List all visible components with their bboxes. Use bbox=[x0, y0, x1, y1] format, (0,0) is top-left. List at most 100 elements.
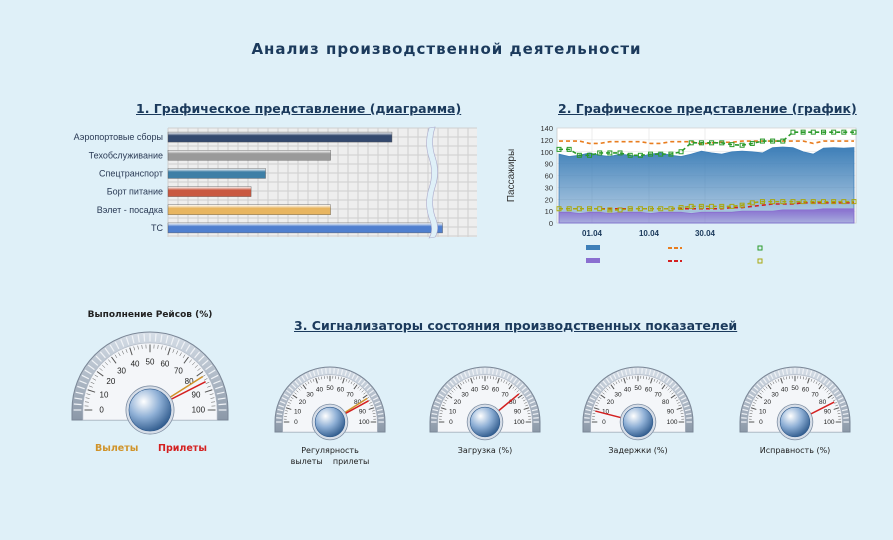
data-point bbox=[851, 199, 857, 205]
data-point bbox=[790, 199, 796, 205]
gauge-title: Регулярность bbox=[301, 446, 359, 455]
line-series bbox=[559, 140, 854, 145]
y-tick-label: 60 bbox=[545, 172, 553, 181]
data-point bbox=[820, 199, 826, 205]
gauge-tick-label: 90 bbox=[192, 391, 201, 400]
gauge-face bbox=[82, 342, 218, 421]
data-point bbox=[617, 150, 623, 156]
data-point bbox=[607, 207, 613, 213]
y-tick-label: 20 bbox=[545, 195, 553, 204]
gauge-tick-label: 60 bbox=[160, 360, 169, 369]
gauge-hub bbox=[128, 388, 172, 432]
data-point bbox=[627, 152, 633, 158]
y-tick-label: 0 bbox=[549, 219, 553, 228]
bar-category-label: Спецтранспорт bbox=[99, 168, 163, 178]
gauge-tick-label: 60 bbox=[337, 387, 345, 394]
gauge-tick-label: 20 bbox=[607, 399, 615, 406]
gauge-tick-label: 50 bbox=[791, 385, 799, 392]
data-point bbox=[719, 203, 725, 209]
gauge-tick-label: 80 bbox=[662, 399, 670, 406]
gauge-tick-label: 0 bbox=[759, 419, 763, 426]
gauge-tick-label: 10 bbox=[449, 409, 457, 416]
data-point bbox=[587, 206, 593, 212]
data-point bbox=[627, 206, 633, 212]
gauge-tick-label: 70 bbox=[811, 392, 819, 399]
data-point bbox=[698, 140, 704, 146]
gauge-tick-label: 40 bbox=[781, 387, 789, 394]
data-point bbox=[831, 199, 837, 205]
data-point bbox=[780, 199, 786, 205]
gauge-tick-label: 100 bbox=[514, 419, 525, 426]
bar-category-label: Техобслуживание bbox=[89, 150, 163, 160]
gauge-tick-label: 50 bbox=[326, 385, 334, 392]
gauge-tick-label: 100 bbox=[359, 419, 370, 426]
gauge-title: Выполнение Рейсов (%) bbox=[87, 310, 213, 320]
data-point bbox=[556, 206, 562, 212]
bar-category-label: Борт питание bbox=[107, 187, 163, 197]
x-tick-label: 30.04 bbox=[695, 229, 716, 238]
area-series bbox=[558, 146, 855, 224]
bar-chart: Аэропортовые сборы Техобслуживание Спецтра… bbox=[74, 126, 477, 239]
gauge-tick-label: 70 bbox=[501, 392, 509, 399]
gauge-tick-label: 20 bbox=[764, 399, 772, 406]
bar-chart-title: 1. Графическое представление (диаграмма) bbox=[136, 101, 462, 116]
gauge-tick-label: 70 bbox=[174, 367, 183, 376]
gauge-tick-label: 80 bbox=[819, 399, 827, 406]
gauge-tick-label: 10 bbox=[602, 409, 610, 416]
gauge-tick-label: 20 bbox=[299, 399, 307, 406]
gauge-tick-label: 80 bbox=[354, 399, 362, 406]
gauge-tick-label: 40 bbox=[131, 360, 140, 369]
gauge-tick-label: 100 bbox=[667, 419, 678, 426]
gauge-tick-label: 0 bbox=[99, 406, 104, 415]
gauge-tick-label: 10 bbox=[759, 409, 767, 416]
data-point bbox=[607, 150, 613, 156]
data-point bbox=[820, 129, 826, 135]
gauge-hub bbox=[622, 406, 654, 438]
bar-category-label: Аэропортовые сборы bbox=[74, 132, 163, 142]
data-point bbox=[556, 146, 562, 152]
axis-break bbox=[426, 126, 438, 239]
y-tick-label: 30 bbox=[545, 183, 553, 192]
gauge-tick-label: 40 bbox=[471, 387, 479, 394]
data-point bbox=[759, 138, 765, 144]
gauge-legend-label: Вылеты bbox=[95, 443, 139, 454]
data-point bbox=[678, 205, 684, 211]
data-point bbox=[566, 146, 572, 152]
y-tick-label: 10 bbox=[545, 207, 553, 216]
legend-swatch bbox=[586, 245, 600, 250]
data-point bbox=[597, 206, 603, 212]
gauge-title: Исправность (%) bbox=[759, 446, 831, 455]
bar bbox=[167, 131, 393, 143]
data-point bbox=[790, 129, 796, 135]
gauge-tick-label: 30 bbox=[461, 392, 469, 399]
data-point bbox=[759, 199, 765, 205]
gauge-face bbox=[747, 374, 843, 433]
bar bbox=[167, 204, 331, 215]
bar bbox=[167, 222, 443, 234]
bar bbox=[167, 168, 266, 179]
bar-category-label: Вэлет - посадка bbox=[97, 205, 163, 215]
y-axis-label: Пассажиры bbox=[506, 149, 517, 202]
data-point bbox=[576, 206, 582, 212]
data-point bbox=[658, 151, 664, 157]
gauge-tick-label: 20 bbox=[454, 399, 462, 406]
data-point bbox=[729, 203, 735, 209]
data-point bbox=[800, 129, 806, 135]
gauge-tick-label: 50 bbox=[481, 385, 489, 392]
data-point bbox=[576, 152, 582, 158]
bar-category-label: ТС bbox=[151, 223, 163, 233]
gauge-face bbox=[282, 374, 378, 433]
y-tick-label: 90 bbox=[545, 160, 553, 169]
data-point bbox=[709, 140, 715, 146]
data-point bbox=[709, 203, 715, 209]
legend-swatch bbox=[757, 245, 763, 251]
gauge-tick-label: 30 bbox=[771, 392, 779, 399]
area-series bbox=[558, 208, 855, 224]
data-point bbox=[678, 149, 684, 155]
data-point bbox=[648, 206, 654, 212]
bar bbox=[167, 186, 252, 197]
gauge-tick-label: 0 bbox=[294, 419, 298, 426]
gauge-tick-label: 60 bbox=[802, 387, 810, 394]
